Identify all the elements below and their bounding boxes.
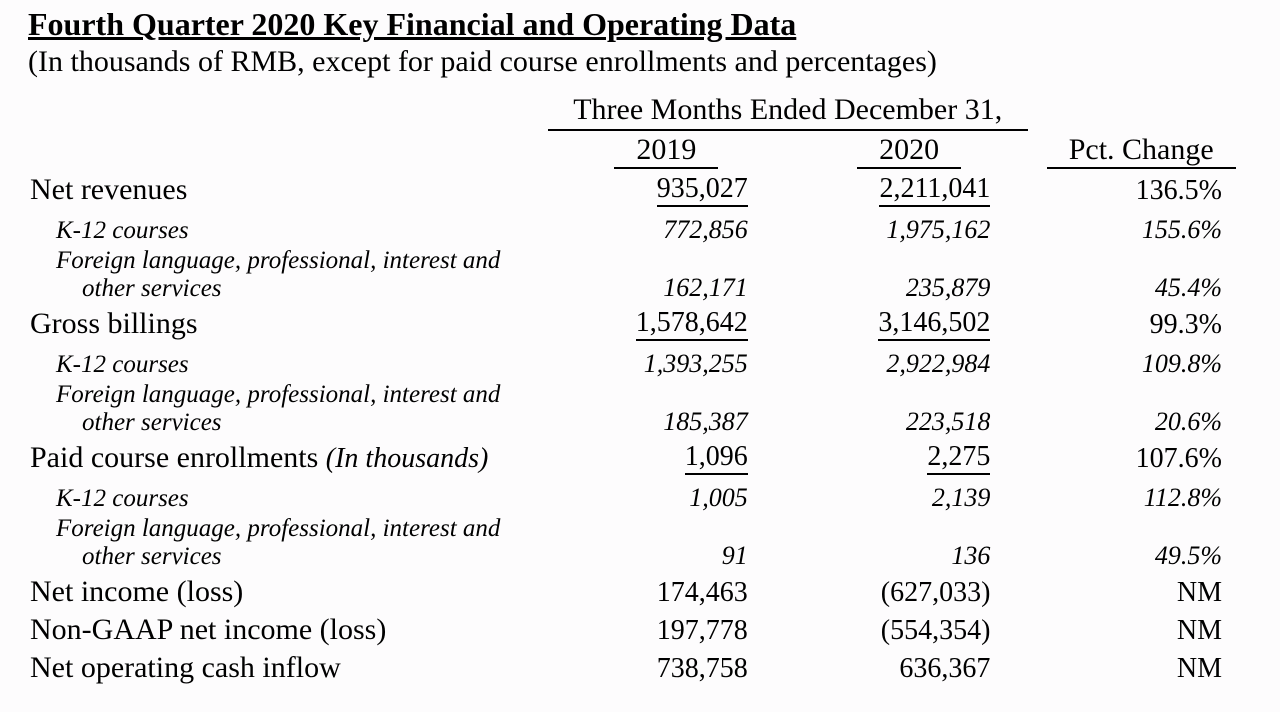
enrollments-k12-2019: 1,005 — [545, 475, 788, 513]
label-enrollments-other: Foreign language, professional, interest… — [56, 515, 539, 571]
row-non-gaap: Non-GAAP net income (loss) 197,778 (554,… — [28, 609, 1252, 647]
cash-inflow-2019: 738,758 — [545, 647, 788, 685]
enrollments-other-2019: 91 — [545, 513, 788, 571]
net-revenues-k12-2020: 1,975,162 — [788, 207, 1031, 245]
enrollments-k12-2020: 2,139 — [788, 475, 1031, 513]
gross-billings-2020: 3,146,502 — [878, 307, 990, 341]
row-enrollments-other: Foreign language, professional, interest… — [28, 513, 1252, 571]
net-revenues-other-pct: 45.4% — [1030, 245, 1252, 303]
net-revenues-k12-pct: 155.6% — [1030, 207, 1252, 245]
gross-billings-k12-pct: 109.8% — [1030, 341, 1252, 379]
row-gross-billings: Gross billings 1,578,642 3,146,502 99.3% — [28, 303, 1252, 341]
net-income-2020: (627,033) — [788, 571, 1031, 609]
label-non-gaap: Non-GAAP net income (loss) — [28, 609, 545, 647]
financial-table: Three Months Ended December 31, 2019 202… — [28, 93, 1252, 685]
label-gross-billings: Gross billings — [28, 303, 545, 341]
enrollments-other-2020: 136 — [788, 513, 1031, 571]
label-cash-inflow: Net operating cash inflow — [28, 647, 545, 685]
cash-inflow-pct: NM — [1030, 647, 1252, 685]
gross-billings-other-2019: 185,387 — [545, 379, 788, 437]
enrollments-pct: 107.6% — [1030, 437, 1252, 475]
non-gaap-2019: 197,778 — [545, 609, 788, 647]
label-net-revenues-other: Foreign language, professional, interest… — [56, 247, 539, 303]
label-gross-billings-k12: K-12 courses — [28, 341, 545, 379]
table-span-header: Three Months Ended December 31, — [545, 93, 1030, 131]
col-header-2019: 2019 — [545, 131, 788, 169]
row-net-revenues-other: Foreign language, professional, interest… — [28, 245, 1252, 303]
row-enrollments-k12: K-12 courses 1,005 2,139 112.8% — [28, 475, 1252, 513]
enrollments-other-pct: 49.5% — [1030, 513, 1252, 571]
cash-inflow-2020: 636,367 — [788, 647, 1031, 685]
row-enrollments: Paid course enrollments (In thousands) 1… — [28, 437, 1252, 475]
label-gross-billings-other: Foreign language, professional, interest… — [56, 381, 539, 437]
col-header-pct: Pct. Change — [1030, 131, 1252, 169]
label-enrollments: Paid course enrollments (In thousands) — [28, 437, 545, 475]
net-revenues-other-2019: 162,171 — [545, 245, 788, 303]
gross-billings-2019: 1,578,642 — [636, 307, 748, 341]
enrollments-k12-pct: 112.8% — [1030, 475, 1252, 513]
gross-billings-other-2020: 223,518 — [788, 379, 1031, 437]
label-net-income: Net income (loss) — [28, 571, 545, 609]
gross-billings-k12-2019: 1,393,255 — [545, 341, 788, 379]
page-subtitle: (In thousands of RMB, except for paid co… — [28, 45, 1252, 79]
net-revenues-2020: 2,211,041 — [879, 173, 990, 207]
net-revenues-k12-2019: 772,856 — [545, 207, 788, 245]
page-title: Fourth Quarter 2020 Key Financial and Op… — [28, 6, 1252, 43]
enrollments-2019: 1,096 — [685, 441, 748, 475]
label-net-revenues-k12: K-12 courses — [28, 207, 545, 245]
net-revenues-pct: 136.5% — [1030, 169, 1252, 207]
net-income-2019: 174,463 — [545, 571, 788, 609]
row-gross-billings-k12: K-12 courses 1,393,255 2,922,984 109.8% — [28, 341, 1252, 379]
label-net-revenues: Net revenues — [28, 169, 545, 207]
col-header-2020: 2020 — [788, 131, 1031, 169]
gross-billings-k12-2020: 2,922,984 — [788, 341, 1031, 379]
non-gaap-pct: NM — [1030, 609, 1252, 647]
net-revenues-2019: 935,027 — [657, 173, 748, 207]
gross-billings-pct: 99.3% — [1030, 303, 1252, 341]
gross-billings-other-pct: 20.6% — [1030, 379, 1252, 437]
row-cash-inflow: Net operating cash inflow 738,758 636,36… — [28, 647, 1252, 685]
net-income-pct: NM — [1030, 571, 1252, 609]
non-gaap-2020: (554,354) — [788, 609, 1031, 647]
row-net-revenues: Net revenues 935,027 2,211,041 136.5% — [28, 169, 1252, 207]
row-gross-billings-other: Foreign language, professional, interest… — [28, 379, 1252, 437]
net-revenues-other-2020: 235,879 — [788, 245, 1031, 303]
row-net-revenues-k12: K-12 courses 772,856 1,975,162 155.6% — [28, 207, 1252, 245]
label-enrollments-k12: K-12 courses — [28, 475, 545, 513]
row-net-income: Net income (loss) 174,463 (627,033) NM — [28, 571, 1252, 609]
enrollments-2020: 2,275 — [927, 441, 990, 475]
